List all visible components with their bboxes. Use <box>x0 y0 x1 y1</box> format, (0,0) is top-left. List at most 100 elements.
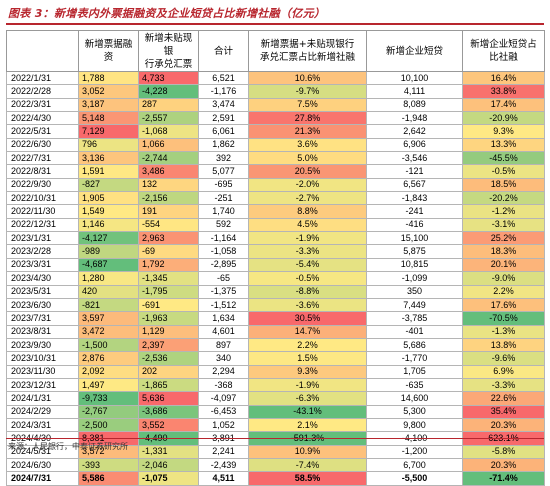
cell-undiscounted-acceptance: 4,733 <box>138 70 199 86</box>
cell-bill-financing: -4,127 <box>78 231 139 246</box>
cell-short-loans: 9,800 <box>366 417 463 433</box>
cell-total: -1,164 <box>198 231 249 246</box>
cell-bill-share-tsf: -6.3% <box>248 391 367 406</box>
cell-short-loan-share: -0.5% <box>462 164 545 179</box>
cell-total: 3,474 <box>198 97 249 113</box>
row-date: 2023/7/31 <box>6 311 79 326</box>
cell-total: 2,241 <box>198 444 249 459</box>
cell-short-loan-share: 2.2% <box>462 284 545 299</box>
cell-short-loan-share: 18.3% <box>462 244 545 259</box>
table-row: 2022/8/31 1,591 3,486 5,077 20.5% -121 -0.5% <box>6 164 545 179</box>
cell-undiscounted-acceptance: 1,066 <box>138 137 199 153</box>
cell-bill-share-tsf: -3.3% <box>248 244 367 259</box>
header-bill-share-tsf: 新增票据+未贴现银行 承兑汇票占比新增社融 <box>248 30 367 72</box>
table-row: 2023/5/31 420 -1,795 -1,375 -8.8% 350 2.2% <box>6 284 545 299</box>
cell-short-loans: -1,200 <box>366 444 463 459</box>
header-short-loans: 新增企业短贷 <box>366 30 463 72</box>
table-row: 2023/9/30 -1,500 2,397 897 2.2% 5,686 13.8% <box>6 337 545 353</box>
cell-undiscounted-acceptance: 3,486 <box>138 164 199 179</box>
cell-short-loans: -1,948 <box>366 111 463 126</box>
row-date: 2024/2/29 <box>6 404 79 419</box>
cell-short-loans: 5,875 <box>366 244 463 259</box>
row-date: 2022/7/31 <box>6 151 79 166</box>
cell-bill-share-tsf: -43.1% <box>248 404 367 419</box>
cell-short-loan-share: -3.1% <box>462 217 545 233</box>
document-page: 图表 3：新增表内外票据融资及企业短贷占比新增社融（亿元） 新增票据融资 新增未… <box>6 7 545 486</box>
cell-bill-share-tsf: 4.5% <box>248 217 367 233</box>
table-row: 2022/7/31 3,136 -2,744 392 5.0% -3,546 -45.5% <box>6 151 545 166</box>
cell-undiscounted-acceptance: -3,686 <box>138 404 199 419</box>
cell-bill-share-tsf: 9.3% <box>248 364 367 379</box>
table-row: 2022/3/31 3,187 287 3,474 7.5% 8,089 17.4% <box>6 97 545 113</box>
cell-bill-financing: 1,591 <box>78 164 139 179</box>
cell-undiscounted-acceptance: -1,331 <box>138 444 199 459</box>
cell-bill-share-tsf: 58.5% <box>248 471 367 486</box>
table-row: 2022/2/28 3,052 -4,228 -1,176 -9.7% 4,111 33.8… <box>6 84 545 99</box>
table-row: 2023/12/31 1,497 -1,865 -368 -1.9% -635 -3.3% <box>6 377 545 393</box>
cell-undiscounted-acceptance: 2,397 <box>138 337 199 353</box>
table-row: 2022/11/30 1,549 191 1,740 8.8% -241 -1.2% <box>6 204 545 219</box>
cell-total: -1,375 <box>198 284 249 299</box>
cell-short-loan-share: 20.3% <box>462 417 545 433</box>
cell-bill-share-tsf: 21.3% <box>248 124 367 139</box>
table-row: 2023/7/31 3,597 -1,963 1,634 30.5% -3,785 -70.… <box>6 311 545 326</box>
cell-undiscounted-acceptance: -1,075 <box>138 471 199 486</box>
cell-undiscounted-acceptance: -691 <box>138 297 199 313</box>
row-date: 2023/9/30 <box>6 337 79 353</box>
cell-bill-financing: 5,148 <box>78 111 139 126</box>
row-date: 2023/4/30 <box>6 271 79 286</box>
cell-short-loan-share: 13.3% <box>462 137 545 153</box>
table-row: 2023/8/31 3,472 1,129 4,601 14.7% -401 -1.3% <box>6 324 545 339</box>
cell-short-loan-share: -1.3% <box>462 324 545 339</box>
cell-bill-financing: 796 <box>78 137 139 153</box>
cell-bill-share-tsf: -1.9% <box>248 231 367 246</box>
cell-undiscounted-acceptance: -1,345 <box>138 271 199 286</box>
cell-short-loan-share: -9.6% <box>462 351 545 366</box>
cell-undiscounted-acceptance: 2,963 <box>138 231 199 246</box>
table-row: 2024/7/31 5,586 -1,075 4,511 58.5% -5,500 -71.… <box>6 471 545 486</box>
cell-undiscounted-acceptance: 191 <box>138 204 199 219</box>
cell-bill-share-tsf: 3.6% <box>248 137 367 153</box>
table-row: 2022/12/31 1,146 -554 592 4.5% -416 -3.1% <box>6 217 545 233</box>
cell-short-loans: 8,089 <box>366 97 463 113</box>
table-row: 2022/5/31 7,129 -1,068 6,061 21.3% 2,642 9.3% <box>6 124 545 139</box>
cell-short-loans: 7,449 <box>366 297 463 313</box>
table-row: 2023/10/31 2,876 -2,536 340 1.5% -1,770 -9.6% <box>6 351 545 366</box>
table-row: 2022/9/30 -827 132 -695 -2.0% 6,567 18.5% <box>6 177 545 193</box>
cell-total: -695 <box>198 177 249 193</box>
cell-bill-share-tsf: -3.6% <box>248 297 367 313</box>
cell-bill-financing: -821 <box>78 297 139 313</box>
cell-bill-share-tsf: 20.5% <box>248 164 367 179</box>
cell-undiscounted-acceptance: 202 <box>138 364 199 379</box>
cell-short-loan-share: 22.6% <box>462 391 545 406</box>
cell-bill-financing: 7,129 <box>78 124 139 139</box>
cell-bill-financing: -4,687 <box>78 257 139 273</box>
cell-total: -1,058 <box>198 244 249 259</box>
cell-short-loans: 4,111 <box>366 84 463 99</box>
cell-total: 4,511 <box>198 471 249 486</box>
cell-bill-share-tsf: -2.7% <box>248 191 367 206</box>
cell-bill-financing: 1,788 <box>78 70 139 86</box>
table-row: 2023/11/30 2,092 202 2,294 9.3% 1,705 6.9% <box>6 364 545 379</box>
cell-bill-share-tsf: -2.0% <box>248 177 367 193</box>
row-date: 2022/10/31 <box>6 191 79 206</box>
table-row: 2023/2/28 -989 -69 -1,058 -3.3% 5,875 18.3% <box>6 244 545 259</box>
cell-short-loan-share: 9.3% <box>462 124 545 139</box>
header-undiscounted-acceptance-label: 新增未贴现银 行承兑汇票 <box>144 32 193 70</box>
row-date: 2022/4/30 <box>6 111 79 126</box>
cell-undiscounted-acceptance: -2,046 <box>138 457 199 473</box>
figure-title: 图表 3：新增表内外票据融资及企业短贷占比新增社融（亿元） <box>8 7 326 20</box>
row-date: 2022/6/30 <box>6 137 79 153</box>
cell-total: -368 <box>198 377 249 393</box>
table-row: 2024/3/31 -2,500 3,552 1,052 2.1% 9,800 20.3% <box>6 417 545 433</box>
cell-undiscounted-acceptance: -1,865 <box>138 377 199 393</box>
row-date: 2022/9/30 <box>6 177 79 193</box>
table-row: 2022/6/30 796 1,066 1,862 3.6% 6,906 13.3% <box>6 137 545 153</box>
cell-total: 340 <box>198 351 249 366</box>
cell-undiscounted-acceptance: 287 <box>138 97 199 113</box>
bottom-rule <box>6 438 544 439</box>
cell-short-loan-share: 6.9% <box>462 364 545 379</box>
cell-undiscounted-acceptance: -554 <box>138 217 199 233</box>
cell-bill-share-tsf: -1.9% <box>248 377 367 393</box>
cell-total: 1,740 <box>198 204 249 219</box>
